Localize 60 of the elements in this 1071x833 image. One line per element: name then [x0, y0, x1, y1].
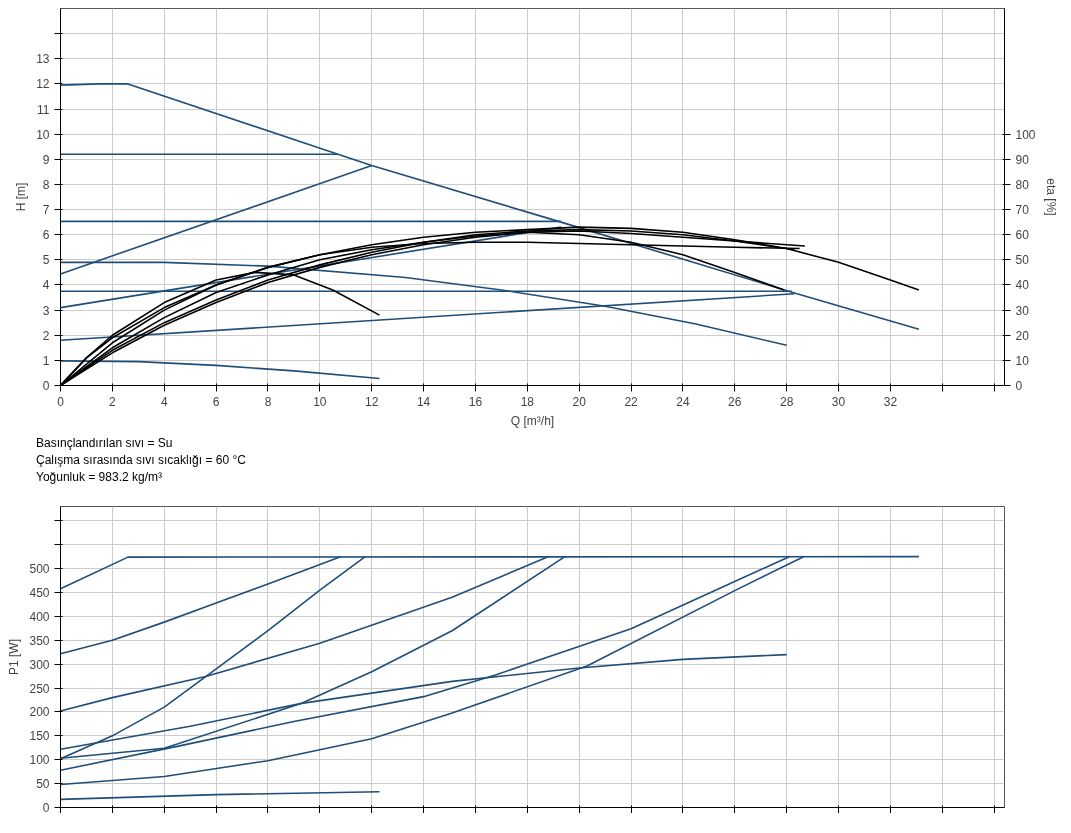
y-tick-label: 12 [36, 77, 50, 92]
y-tick-label: 0 [42, 801, 50, 815]
x-tick-label: 28 [779, 394, 794, 409]
x-tick-label: 0 [57, 394, 65, 409]
x-tick-label: 18 [520, 394, 535, 409]
y-tick-label: 200 [29, 705, 50, 720]
x-axis-title: Q [m³/h] [510, 413, 555, 428]
y-tick-label: 3 [42, 303, 50, 318]
y-tick-label: 8 [42, 177, 50, 192]
y2-tick-label: 10 [1015, 353, 1030, 368]
y-axis-title: H [m] [14, 182, 29, 212]
y-tick-label: 450 [29, 586, 50, 600]
y2-tick-label: 40 [1015, 278, 1030, 293]
x-tick-label: 12 [365, 394, 379, 409]
y-tick-label: 300 [29, 657, 50, 672]
y-tick-label: 6 [42, 228, 50, 243]
text: Yoğunluk = 983.2 kg/m³ [36, 470, 162, 484]
y-tick-label: 11 [37, 102, 50, 117]
x-tick-label: 30 [831, 394, 846, 409]
y2-tick-label: 90 [1015, 152, 1030, 167]
x-tick-label: 16 [468, 394, 483, 409]
y-tick-label: 13 [36, 52, 50, 67]
x-tick-label: 26 [728, 394, 742, 409]
y-tick-label: 1 [42, 353, 50, 368]
y2-tick-label: 30 [1015, 303, 1030, 318]
x-tick-label: 2 [109, 394, 117, 409]
text: Basınçlandırılan sıvı = Su [36, 436, 173, 450]
y2-tick-label: 80 [1015, 177, 1030, 192]
y2-tick-label: 50 [1015, 253, 1030, 268]
y2-tick-label: 20 [1015, 328, 1030, 343]
y-tick-label: 350 [29, 633, 50, 648]
y-tick-label: 0 [42, 379, 50, 393]
y2-axis-title: eta [%] [1043, 178, 1058, 216]
y-tick-label: 10 [36, 127, 50, 142]
x-tick-label: 20 [572, 394, 587, 409]
y-tick-label: 500 [29, 562, 50, 577]
text: Çalışma sırasında sıvı sıcaklığı = 60 °C [36, 453, 246, 467]
x-tick-label: 14 [416, 394, 431, 409]
y-tick-label: 150 [29, 729, 50, 744]
y-tick-label: 400 [29, 609, 50, 624]
x-tick-label: 10 [313, 394, 327, 409]
y2-tick-label: 60 [1015, 228, 1030, 243]
y-tick-label: 4 [42, 278, 50, 293]
y2-tick-label: 70 [1015, 203, 1030, 218]
y-tick-label: 2 [42, 328, 50, 343]
y-tick-label: 100 [29, 753, 50, 768]
x-tick-label: 4 [160, 394, 168, 409]
y-tick-label: 7 [42, 203, 50, 218]
y-tick-label: 250 [29, 681, 50, 696]
y2-tick-label: 0 [1015, 379, 1023, 393]
x-tick-label: 8 [264, 394, 272, 409]
y-tick-label: 5 [42, 253, 50, 268]
x-tick-label: 6 [212, 394, 220, 409]
x-tick-label: 24 [676, 394, 690, 409]
y-tick-label: 9 [42, 152, 50, 167]
x-tick-label: 32 [883, 394, 898, 409]
y-tick-label: 50 [36, 777, 50, 792]
y2-tick-label: 100 [1015, 127, 1036, 142]
x-tick-label: 22 [624, 394, 639, 409]
y-axis-title: P1 [W] [7, 638, 22, 675]
